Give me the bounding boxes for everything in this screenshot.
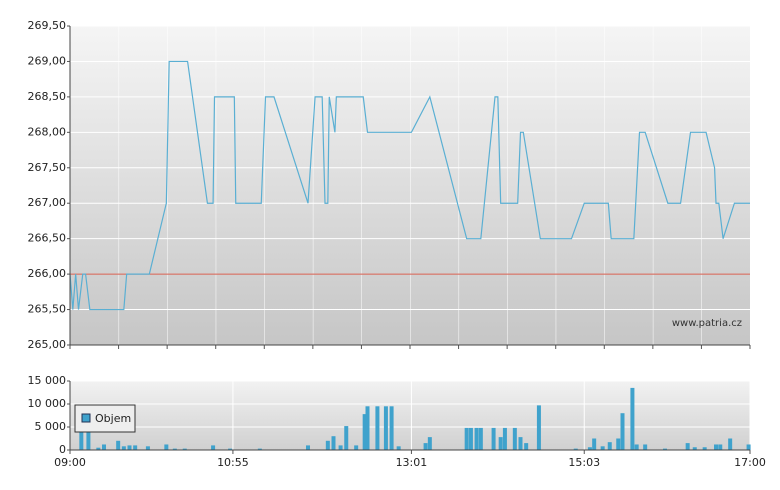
volume-bar (427, 437, 432, 450)
y-tick-label: 0 (59, 443, 66, 456)
watermark: www.patria.cz (672, 318, 742, 329)
volume-bar (344, 426, 349, 450)
y-tick-label: 265,50 (28, 303, 67, 316)
volume-bar (498, 437, 503, 450)
y-tick-label: 268,00 (28, 125, 67, 138)
volume-bar (474, 427, 479, 450)
volume-bar (573, 448, 578, 450)
volume-bar (365, 406, 370, 450)
volume-bar (464, 427, 469, 450)
volume-bar (133, 445, 138, 450)
volume-bar (383, 406, 388, 450)
volume-bar (338, 445, 343, 450)
y-tick-label: 268,50 (28, 90, 67, 103)
volume-bar (630, 387, 635, 450)
x-tick-label: 15:03 (568, 456, 600, 469)
volume-bar (587, 447, 592, 450)
volume-bar (592, 438, 597, 450)
volume-bar (172, 448, 177, 450)
volume-bar (96, 447, 101, 450)
volume-bar (79, 429, 84, 450)
volume-bar (331, 436, 336, 450)
volume-bar (502, 427, 507, 450)
volume-bar (86, 431, 91, 450)
volume-bar (102, 444, 106, 450)
x-tick-label: 10:55 (217, 456, 249, 469)
volume-bar (127, 445, 132, 450)
volume-bar (746, 444, 751, 450)
volume-bar (663, 448, 667, 450)
volume-bar (306, 445, 310, 450)
y-tick-label: 267,50 (28, 161, 67, 174)
volume-bar (643, 444, 648, 450)
volume-bar (536, 405, 541, 450)
legend-swatch (81, 413, 91, 423)
plot-grid (70, 26, 751, 345)
price-line (69, 60, 750, 311)
volume-bar (121, 446, 126, 450)
volume-bar (620, 413, 625, 450)
x-tick-label: 09:00 (54, 456, 86, 469)
volume-bar (375, 406, 380, 450)
volume-bar (600, 446, 605, 450)
y-tick-label: 266,50 (28, 232, 67, 245)
volume-bar (211, 445, 216, 450)
volume-bar (524, 443, 529, 450)
volume-bar (468, 427, 473, 450)
y-tick-label: 267,00 (28, 196, 67, 209)
volume-bar (634, 444, 639, 450)
x-tick-label: 17:00 (734, 456, 766, 469)
volume-bar (692, 447, 697, 450)
volume-bar (116, 440, 121, 450)
volume-bar (607, 442, 612, 450)
y-tick-label: 10 000 (28, 397, 67, 410)
volume-bar (354, 445, 359, 450)
volume-bar (478, 427, 483, 450)
volume-bar (423, 443, 428, 450)
y-tick-label: 5 000 (35, 420, 67, 433)
volume-bar (702, 447, 707, 450)
volume-bar (518, 437, 523, 450)
volume-bar (718, 444, 723, 450)
volume-bar (362, 414, 367, 450)
volume-bar (685, 443, 690, 450)
legend-label: Objem (95, 412, 131, 425)
volume-bar (325, 440, 330, 450)
volume-bar (396, 446, 401, 450)
y-tick-label: 265,00 (28, 338, 67, 351)
volume-bar (389, 406, 394, 450)
plot-area (70, 381, 750, 450)
volume-bar (491, 427, 496, 450)
y-tick-label: 15 000 (28, 374, 67, 387)
volume-bar (257, 448, 262, 450)
volume-bar (512, 427, 517, 450)
volume-bar (228, 448, 233, 450)
x-tick-label: 13:01 (396, 456, 428, 469)
volume-bar (164, 444, 169, 450)
volume-bar (145, 446, 150, 450)
y-tick-label: 269,50 (28, 19, 67, 32)
volume-bar (182, 448, 187, 450)
y-tick-label: 269,00 (28, 54, 67, 67)
volume-bar (616, 438, 621, 450)
volume-bar (714, 444, 718, 450)
volume-bar (728, 438, 733, 450)
y-tick-label: 266,00 (28, 267, 67, 280)
